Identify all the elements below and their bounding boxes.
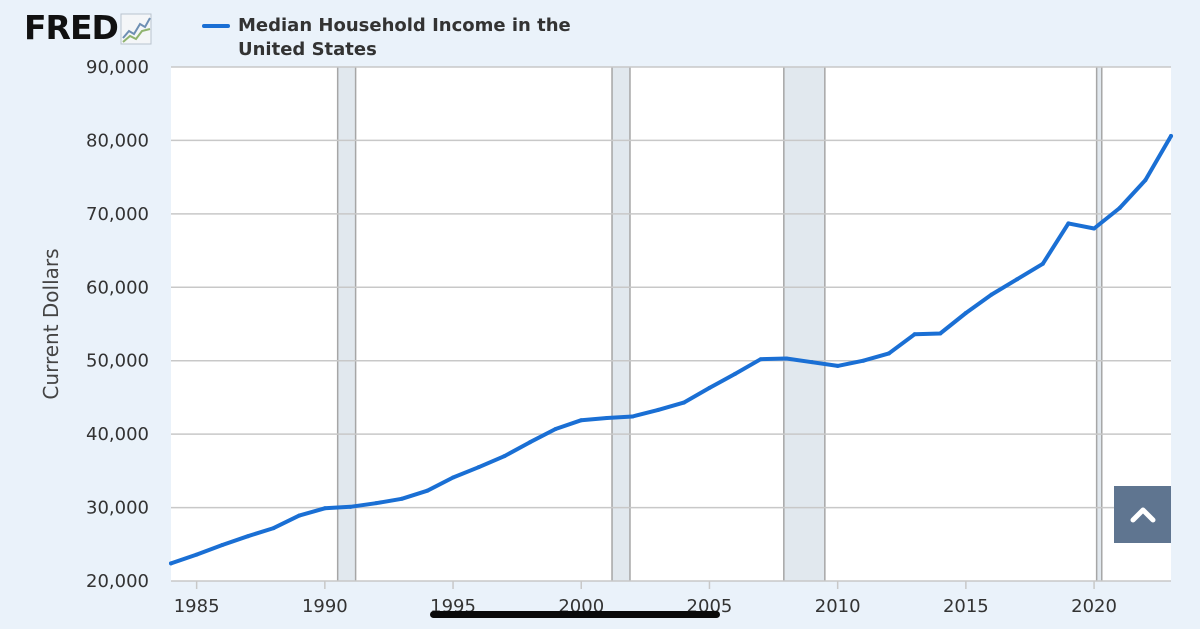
data-point-2019[interactable]: [1066, 221, 1071, 226]
data-point-2023[interactable]: [1169, 134, 1173, 139]
series-line-0: [169, 134, 1173, 566]
y-tick-label: 20,000: [86, 571, 149, 592]
data-point-1996[interactable]: [476, 465, 481, 470]
data-point-2011[interactable]: [861, 358, 866, 363]
data-point-2015[interactable]: [963, 310, 968, 315]
y-tick-label: 50,000: [86, 351, 149, 372]
plot-area: [171, 67, 1171, 581]
data-point-1992[interactable]: [374, 501, 379, 506]
y-axis-ticks: 20,000 30,000 40,000 50,000 60,000 70,000 80,0…: [86, 57, 149, 592]
y-tick-label: 60,000: [86, 277, 149, 298]
data-point-2005[interactable]: [707, 385, 712, 390]
y-tick-label: 30,000: [86, 498, 149, 519]
data-point-1984[interactable]: [169, 561, 173, 566]
data-point-2007[interactable]: [758, 357, 763, 362]
data-point-2020[interactable]: [1092, 226, 1097, 231]
data-point-2012[interactable]: [886, 351, 891, 356]
y-tick-label: 70,000: [86, 204, 149, 225]
y-tick-label: 80,000: [86, 130, 149, 151]
data-point-2014[interactable]: [938, 331, 943, 336]
data-point-1989[interactable]: [297, 513, 302, 518]
x-tick-label: 2020: [1071, 596, 1117, 617]
fred-logo-text: FRED: [24, 8, 119, 47]
data-point-1997[interactable]: [502, 454, 507, 459]
x-tick-label: 2015: [943, 596, 989, 617]
chevron-up-icon: [1130, 507, 1155, 522]
data-point-2010[interactable]: [835, 363, 840, 368]
data-point-1990[interactable]: [322, 506, 327, 511]
x-tick-label: 2010: [815, 596, 861, 617]
chart-legend[interactable]: Median Household Income in the United St…: [202, 14, 598, 62]
fred-logo[interactable]: FRED: [24, 8, 152, 47]
data-point-1998[interactable]: [527, 440, 532, 445]
data-point-1994[interactable]: [425, 488, 430, 493]
data-point-2016[interactable]: [989, 292, 994, 297]
data-point-2021[interactable]: [1117, 205, 1122, 210]
fred-line-chart-icon: [120, 13, 152, 44]
recession-band-3: [1096, 67, 1102, 581]
series-layer: [169, 134, 1173, 566]
y-tick-label: 40,000: [86, 424, 149, 445]
data-point-2006[interactable]: [733, 371, 738, 376]
recession-bands: [336, 67, 1103, 581]
data-point-2017[interactable]: [1015, 277, 1020, 282]
scroll-to-top-button[interactable]: [1114, 486, 1171, 543]
data-point-1986[interactable]: [220, 543, 225, 548]
y-tick-label: 90,000: [86, 57, 149, 78]
data-point-2008[interactable]: [784, 356, 789, 361]
data-point-2001[interactable]: [604, 415, 609, 420]
legend-label: Median Household Income in the United St…: [238, 15, 571, 60]
legend-swatch: [202, 24, 230, 28]
data-point-2013[interactable]: [912, 332, 917, 337]
data-point-2018[interactable]: [1040, 261, 1045, 266]
recession-band-1: [612, 67, 630, 581]
data-point-1995[interactable]: [451, 475, 456, 480]
x-tick-label: 1985: [174, 596, 220, 617]
x-tick-label: 1990: [302, 596, 348, 617]
data-point-2003[interactable]: [656, 407, 661, 412]
data-point-1987[interactable]: [245, 534, 250, 539]
data-point-1988[interactable]: [271, 526, 276, 531]
data-point-2022[interactable]: [1143, 178, 1148, 183]
y-axis-title: Current Dollars: [39, 248, 63, 399]
recession-band-2: [783, 67, 825, 581]
data-point-1999[interactable]: [553, 427, 558, 432]
data-point-2009[interactable]: [810, 360, 815, 365]
data-point-1993[interactable]: [399, 496, 404, 501]
data-point-1991[interactable]: [348, 504, 353, 509]
home-indicator: [430, 611, 720, 618]
data-point-1985[interactable]: [194, 552, 199, 557]
recession-band-0: [337, 67, 356, 581]
data-point-2000[interactable]: [579, 418, 584, 423]
data-point-2004[interactable]: [681, 400, 686, 405]
data-point-2002[interactable]: [630, 414, 635, 419]
